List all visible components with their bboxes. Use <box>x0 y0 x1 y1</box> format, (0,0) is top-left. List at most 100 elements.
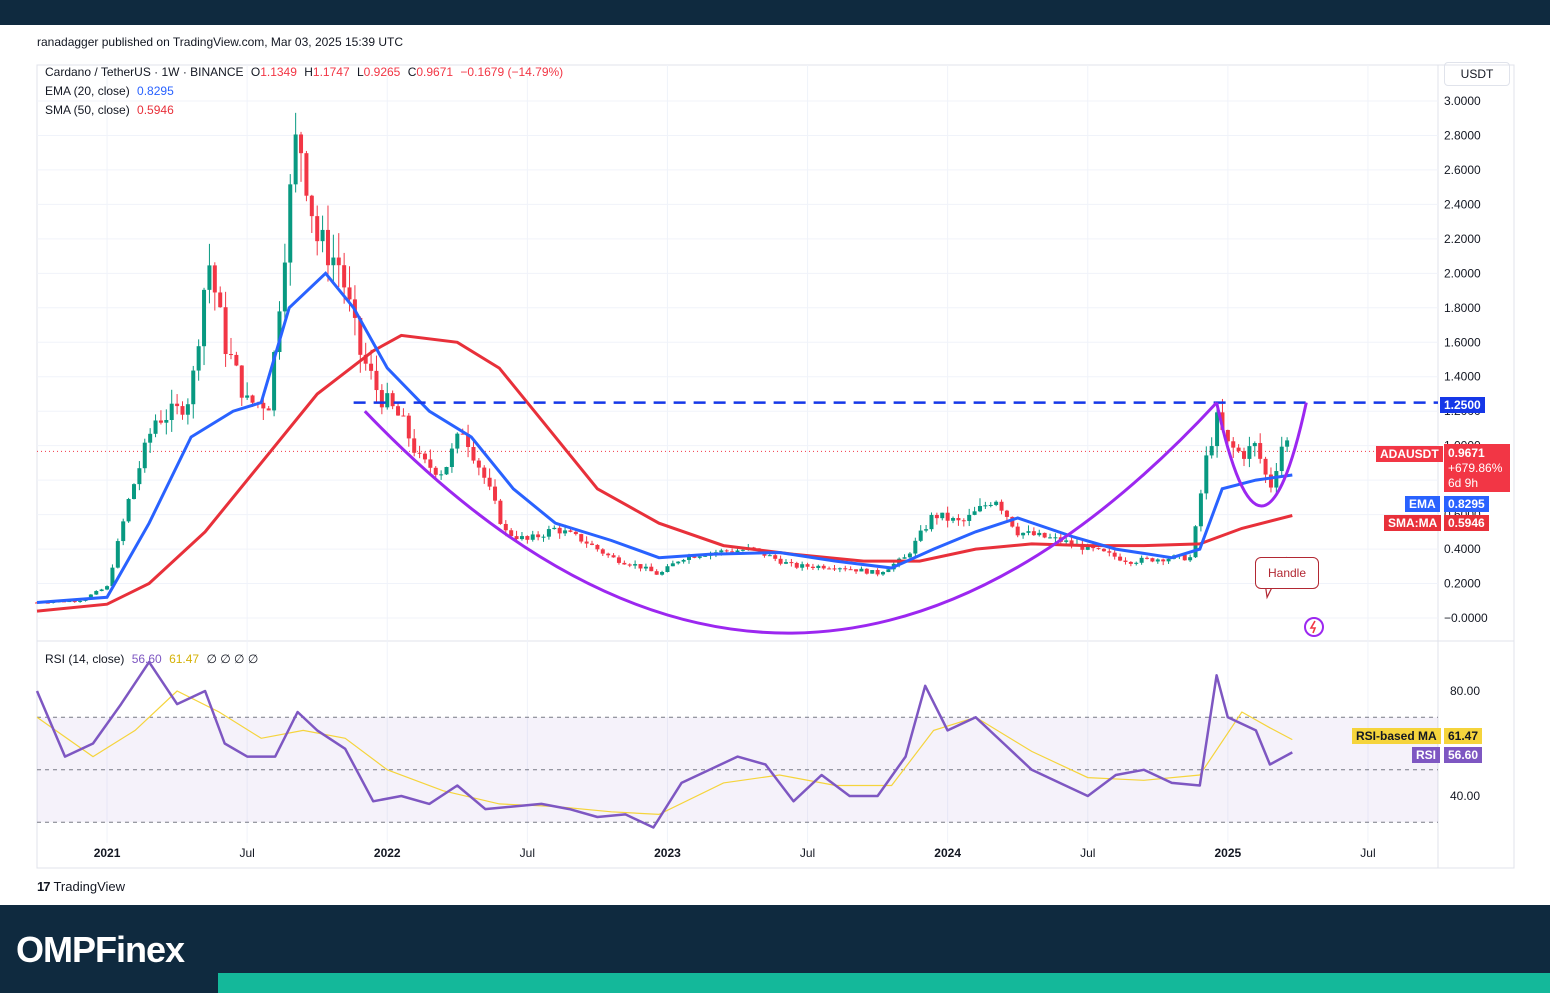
top-band <box>0 0 1550 25</box>
candle-body <box>606 553 611 556</box>
candle-body <box>633 564 638 566</box>
candle-body <box>1145 557 1150 559</box>
x-tick-label: Jul <box>800 846 815 860</box>
candle-body <box>1274 471 1279 488</box>
candle-body <box>568 530 573 532</box>
candle-body <box>401 415 406 417</box>
candle-body <box>1042 532 1047 538</box>
candle-body <box>816 565 821 569</box>
ema-legend-value: 0.8295 <box>137 84 174 98</box>
candle-body <box>692 556 697 558</box>
low-label: L <box>356 65 364 79</box>
resistance-price-label: 1.2500 <box>1440 397 1485 413</box>
candle-body <box>945 512 950 521</box>
candle-body <box>546 529 551 537</box>
candle-body <box>514 536 519 540</box>
candle-body <box>99 589 104 592</box>
currency-selector[interactable]: USDT <box>1444 62 1510 86</box>
tradingview-footer[interactable]: 17 TradingView <box>37 879 125 894</box>
candle-body <box>660 572 665 575</box>
candle-body <box>320 229 325 242</box>
candle-body <box>519 536 524 540</box>
candle-body <box>385 393 390 408</box>
symbol-name[interactable]: Cardano / TetherUS · 1W · BINANCE <box>45 65 244 79</box>
candle-body <box>735 550 740 553</box>
rsi-tag: RSI <box>1412 747 1441 763</box>
candle-body <box>670 563 675 567</box>
candle-body <box>681 559 686 562</box>
bottom-brand-band: OMPFinex <box>0 905 1550 993</box>
candle-body <box>228 354 233 356</box>
candle-body <box>665 566 670 573</box>
candle-body <box>1037 532 1042 536</box>
rsi-value-label: 56.60 <box>1444 747 1483 763</box>
publisher-credit: ranadagger published on TradingView.com,… <box>37 35 404 49</box>
candle-body <box>396 406 401 416</box>
candle-body <box>584 541 589 544</box>
rsi-ma-value-label: 61.47 <box>1444 728 1483 744</box>
candle-body <box>687 556 692 560</box>
candle-body <box>1010 516 1015 527</box>
ticker-price-tag: ADAUSDT <box>1376 446 1443 462</box>
candle-body <box>616 557 621 563</box>
candle-body <box>110 567 115 587</box>
candle-body <box>1096 548 1101 550</box>
candle-body <box>390 393 395 407</box>
handle-annotation[interactable]: Handle <box>1255 557 1319 589</box>
candle-body <box>325 229 330 266</box>
ema-legend[interactable]: EMA (20, close) 0.8295 <box>45 84 178 98</box>
y-tick-label: 1.4000 <box>1444 370 1481 384</box>
candle-body <box>1053 537 1058 539</box>
candle-body <box>880 572 885 575</box>
price-chart[interactable]: 2021 Jul 2022 Jul 2023 Jul 2024 Jul 2025 Jul 3.000… <box>0 25 1550 905</box>
candle-body <box>977 506 982 512</box>
candle-body <box>88 594 93 599</box>
y-tick-label: 0.2000 <box>1444 577 1481 591</box>
candle-body <box>487 477 492 487</box>
y-tick-label: 2.8000 <box>1444 128 1481 142</box>
candle-body <box>773 555 778 559</box>
x-tick-label: Jul <box>520 846 535 860</box>
candle-body <box>212 265 217 293</box>
last-price-box: 0.9671 +679.86% 6d 9h <box>1444 444 1510 492</box>
candle-body <box>649 566 654 572</box>
candle-body <box>234 354 239 366</box>
candle-body <box>573 531 578 535</box>
candle-body <box>1112 552 1117 557</box>
close-label: C <box>407 65 417 79</box>
rsi-legend[interactable]: RSI (14, close) 56.60 61.47 ∅ ∅ ∅ ∅ <box>45 652 262 666</box>
rsi-legend-value: 56.60 <box>131 652 162 666</box>
sma-legend[interactable]: SMA (50, close) 0.5946 <box>45 103 178 117</box>
resistance-value: 1.2500 <box>1444 398 1481 412</box>
candle-body <box>207 265 212 290</box>
y-tick-label: 2.4000 <box>1444 197 1481 211</box>
candle-body <box>1107 551 1112 553</box>
candle-body <box>1123 560 1128 562</box>
candle-body <box>1166 558 1171 562</box>
sma-tag-text: SMA:MA <box>1388 516 1438 530</box>
x-tick-label: Jul <box>239 846 254 860</box>
candle-body <box>379 390 384 408</box>
alert-icon <box>1304 617 1324 637</box>
candle-body <box>924 529 929 531</box>
rsi-legend-ma-value: 61.47 <box>169 652 200 666</box>
candle-body <box>654 571 659 575</box>
candle-body <box>805 564 810 567</box>
tradingview-logo-icon: 17 <box>37 879 51 894</box>
x-tick-label: 2021 <box>94 846 121 860</box>
candle-body <box>1204 455 1209 494</box>
sma50-line <box>36 333 1293 613</box>
candle-body <box>444 467 449 475</box>
rsi-value-text: 56.60 <box>1448 748 1479 762</box>
ema-price-text: 0.8295 <box>1448 497 1485 511</box>
candle-body <box>261 402 266 409</box>
candle-body <box>503 523 508 531</box>
candle-body <box>827 568 832 570</box>
ticker-name: ADAUSDT <box>1380 447 1439 461</box>
candle-body <box>1134 562 1139 564</box>
candle-body <box>800 564 805 568</box>
candle-body <box>304 153 309 196</box>
candle-body <box>951 518 956 521</box>
candle-body <box>482 467 487 478</box>
y-tick-label: 3.0000 <box>1444 94 1481 108</box>
